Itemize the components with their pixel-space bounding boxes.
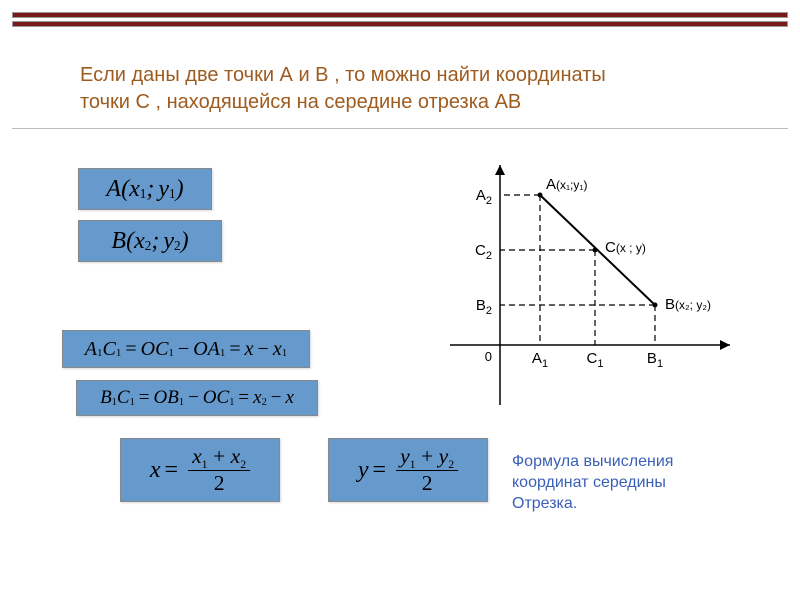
svg-text:В2: В2 [476,297,492,317]
pa-x: x [129,176,140,203]
eq1-r2s: 1 [220,347,226,359]
eq1-cs: 1 [116,347,122,359]
formula-x-midpoint: x = x1 + x2 2 [120,438,280,502]
svg-text:А1: А1 [532,350,548,370]
fy-n1: y [400,444,410,468]
fy-fraction: y1 + y2 2 [396,446,458,494]
svg-text:С(x ; y): С(x ; y) [605,239,646,256]
eq1-r2a: OA [193,338,220,361]
formula-y-midpoint: y = y1 + y2 2 [328,438,488,502]
svg-text:0: 0 [485,349,492,364]
eq1-r3b: x [273,338,282,361]
fy-n2s: 2 [448,457,454,471]
decor-bar-1 [12,12,788,18]
eq2-cs: 1 [130,397,135,408]
eq1-r3bs: 1 [282,347,288,359]
pa-ys: 1 [169,186,176,202]
title-line-2: точки С , находящейся на середине отрезк… [80,91,521,113]
svg-text:А2: А2 [476,187,492,207]
eq2-c: C [117,387,130,409]
eq2-as: 1 [112,397,117,408]
title-line-1: Если даны две точки А и В , то можно най… [80,64,606,86]
cap-l3: Отрезка. [512,495,577,512]
fx-fraction: x1 + x2 2 [188,446,250,494]
fy-n1s: 1 [410,457,416,471]
svg-text:В(x₂; y₂): В(x₂; y₂) [665,296,711,313]
formula-eq2: B1C1 = OB1 − OC1 = x2 − x [76,380,318,416]
fx-n1s: 1 [202,457,208,471]
pb-xs: 2 [145,238,152,254]
eq2-r2a: OC [203,387,229,409]
svg-text:А(x₁;y₁): А(x₁;y₁) [546,176,587,193]
fx-var: x [150,457,161,484]
fy-var: y [358,457,369,484]
pb-ys: 2 [174,238,181,254]
svg-text:В1: В1 [647,350,663,370]
eq2-r1a: OB [154,387,179,409]
pa-letter: A [106,176,121,203]
eq1-a: A [85,338,97,361]
fx-n2: x [231,444,241,468]
eq1-r1s: 1 [168,347,174,359]
eq2-r3b: x [286,387,294,409]
pb-x: x [134,228,145,255]
svg-text:С1: С1 [587,350,604,370]
svg-text:С2: С2 [475,242,492,262]
pa-y: y [158,176,169,203]
coordinate-diagram: А(x₁;y₁) С(x ; y) В(x₂; y₂) А2 С2 В2 А1 С1 В1 0 [430,155,750,415]
eq2-r2s: 1 [229,397,234,408]
eq1-c: C [103,338,116,361]
fy-den: 2 [422,471,433,495]
eq2-r1s: 1 [179,397,184,408]
cap-l2: координат середины [512,474,666,491]
eq2-r3as: 2 [262,397,267,408]
eq1-r3a: x [245,338,254,361]
formula-point-b: B(x2;y2) [78,220,222,262]
formula-eq1: A1C1 = OC1 − OA1 = x − x1 [62,330,310,368]
cap-l1: Формула вычисления [512,453,673,470]
eq1-r1a: OC [141,338,169,361]
fy-n2: y [439,444,449,468]
formula-point-a: A(x1;y1) [78,168,212,210]
decor-bar-2 [12,21,788,27]
pb-letter: B [111,228,126,255]
fx-n1: x [192,444,202,468]
eq2-a: B [100,387,112,409]
fx-n2s: 2 [240,457,246,471]
fx-den: 2 [214,471,225,495]
title-underline [12,128,788,129]
pa-xs: 1 [140,186,147,202]
slide-title: Если даны две точки А и В , то можно най… [80,62,760,116]
header-bars [12,12,788,27]
eq1-as: 1 [97,347,103,359]
pb-y: y [163,228,174,255]
formula-caption: Формула вычисления координат середины От… [512,452,673,514]
eq2-r3a: x [253,387,261,409]
